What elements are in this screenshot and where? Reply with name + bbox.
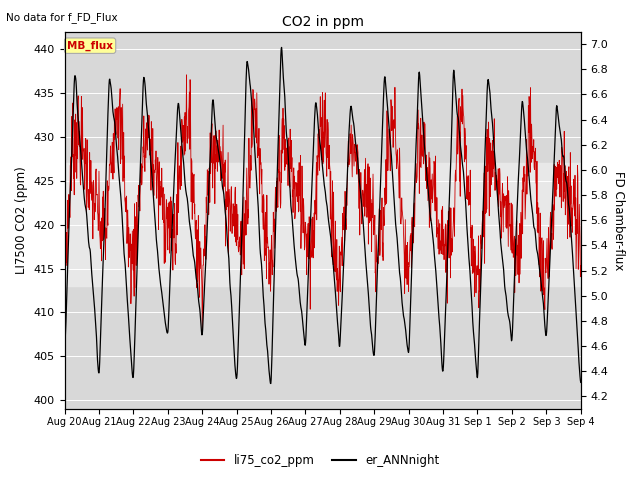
Text: MB_flux: MB_flux [67,40,113,51]
Text: No data for f_FD_Flux: No data for f_FD_Flux [6,12,118,23]
Bar [65,163,580,286]
Legend: li75_co2_ppm, er_ANNnight: li75_co2_ppm, er_ANNnight [196,449,444,472]
Title: CO2 in ppm: CO2 in ppm [282,15,364,29]
Y-axis label: LI7500 CO2 (ppm): LI7500 CO2 (ppm) [15,167,28,274]
Y-axis label: FD Chamber-flux: FD Chamber-flux [612,170,625,270]
